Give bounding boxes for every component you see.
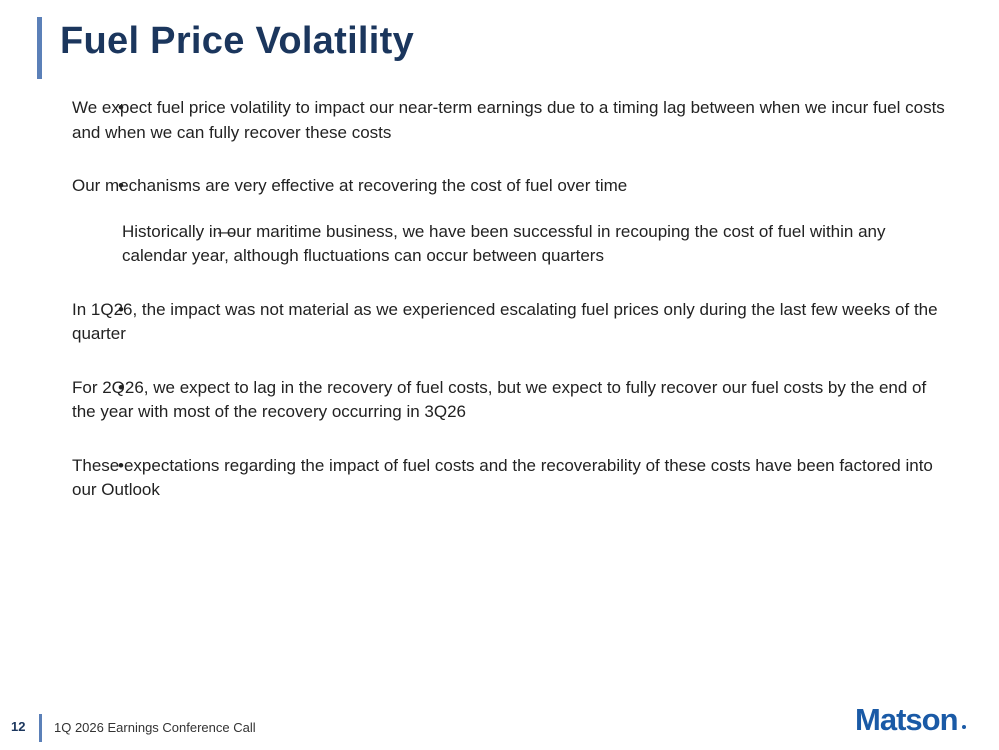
sub-bullet-item: Historically in our maritime business, w… — [122, 220, 952, 269]
logo-mark — [962, 725, 966, 729]
footer-text: 1Q 2026 Earnings Conference Call — [54, 720, 256, 735]
footer-divider — [39, 714, 42, 742]
bullet-item: Our mechanisms are very effective at rec… — [72, 174, 952, 199]
bullet-item: We expect fuel price volatility to impac… — [72, 96, 952, 145]
bullet-item: These expectations regarding the impact … — [72, 454, 952, 503]
logo: Matson — [855, 702, 958, 737]
slide-title: Fuel Price Volatility — [60, 20, 415, 62]
page-number: 12 — [11, 719, 26, 734]
bullet-list: We expect fuel price volatility to impac… — [0, 96, 999, 532]
bullet-item: For 2Q26, we expect to lag in the recove… — [72, 376, 952, 425]
bullet-item: In 1Q26, the impact was not material as … — [72, 298, 952, 347]
title-accent — [37, 17, 42, 79]
